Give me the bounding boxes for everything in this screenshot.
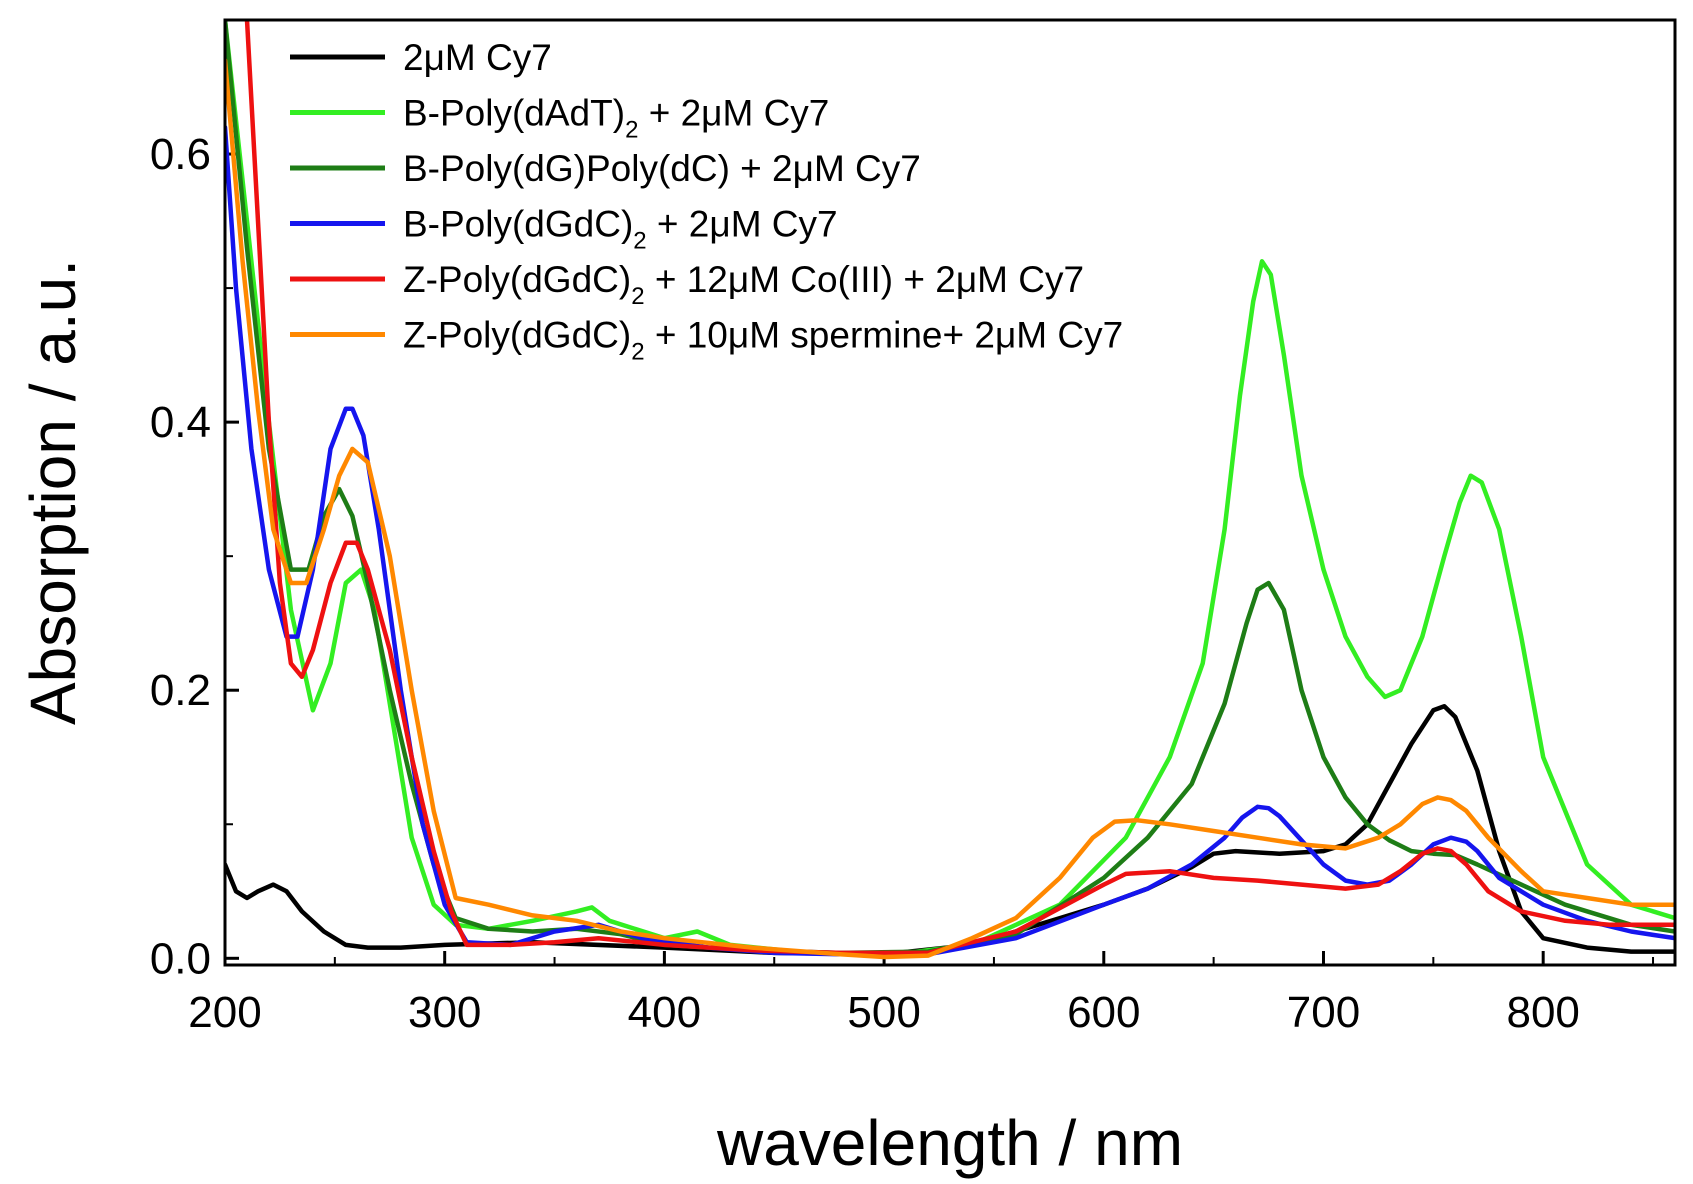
x-tick-labels: 200 300 400 500 600 700 800 bbox=[188, 988, 1580, 1037]
series-line-5 bbox=[225, 57, 1675, 960]
legend-label-main: B-Poly(dG)Poly(dC) + 2μM Cy7 bbox=[403, 148, 921, 189]
series-line-0 bbox=[225, 704, 1675, 957]
legend-label-subscript: 2 bbox=[625, 117, 638, 144]
y-tick-label: 0.0 bbox=[150, 934, 211, 983]
legend-label: B-Poly(dG)Poly(dC) + 2μM Cy7 bbox=[403, 148, 921, 189]
x-tick-label: 600 bbox=[1067, 988, 1140, 1037]
legend-label-main: Z-Poly(dGdC) bbox=[403, 259, 631, 300]
legend-label-subscript: 2 bbox=[631, 283, 644, 310]
legend-label: B-Poly(dAdT)2 + 2μM Cy7 bbox=[403, 93, 829, 144]
x-tick-label: 200 bbox=[188, 988, 261, 1037]
legend-label: Z-Poly(dGdC)2 + 10μM spermine+ 2μM Cy7 bbox=[403, 315, 1123, 366]
plot-frame bbox=[223, 18, 1677, 967]
legend-label-main: B-Poly(dGdC) bbox=[403, 204, 633, 245]
x-tick-label: 400 bbox=[628, 988, 701, 1037]
x-tick-label: 800 bbox=[1506, 988, 1579, 1037]
legend-label-tail: + 10μM spermine+ 2μM Cy7 bbox=[645, 315, 1124, 356]
x-tick-label: 700 bbox=[1287, 988, 1360, 1037]
legend-label-subscript: 2 bbox=[633, 228, 646, 255]
legend-label-subscript: 2 bbox=[631, 339, 644, 366]
x-tick-label: 300 bbox=[408, 988, 481, 1037]
y-tick-label: 0.2 bbox=[150, 666, 211, 715]
x-axis-title: wavelength / nm bbox=[716, 1107, 1183, 1179]
legend-label: B-Poly(dGdC)2 + 2μM Cy7 bbox=[403, 204, 838, 255]
series-lines bbox=[225, 20, 1675, 960]
legend-label-tail: + 2μM Cy7 bbox=[638, 93, 829, 134]
legend-label-tail: + 12μM Co(III) + 2μM Cy7 bbox=[645, 259, 1084, 300]
series-line-2 bbox=[225, 20, 1675, 956]
legend-label-main: 2μM Cy7 bbox=[403, 37, 552, 78]
series-line-3 bbox=[225, 124, 1675, 957]
legend-label-main: Z-Poly(dGdC) bbox=[403, 315, 631, 356]
legend-label-main: B-Poly(dAdT) bbox=[403, 93, 625, 134]
x-tick-label: 500 bbox=[847, 988, 920, 1037]
y-tick-labels: 0.0 0.2 0.4 0.6 bbox=[150, 130, 211, 983]
legend-label: Z-Poly(dGdC)2 + 12μM Co(III) + 2μM Cy7 bbox=[403, 259, 1084, 310]
legend-label: 2μM Cy7 bbox=[403, 37, 552, 78]
legend-label-tail: + 2μM Cy7 bbox=[647, 204, 838, 245]
y-tick-label: 0.6 bbox=[150, 130, 211, 179]
y-tick-label: 0.4 bbox=[150, 398, 211, 447]
y-axis-title: Absorption / a.u. bbox=[17, 259, 89, 725]
